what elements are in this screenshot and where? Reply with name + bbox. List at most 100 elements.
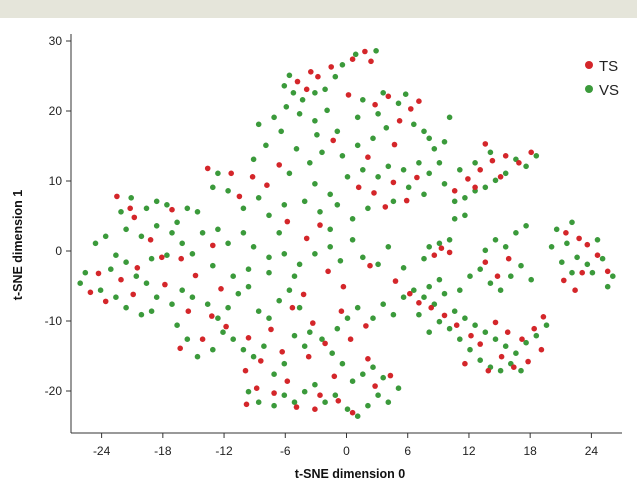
point-vs (380, 90, 387, 96)
point-vs (502, 244, 509, 250)
point-ts (408, 106, 414, 112)
point-vs (395, 100, 402, 107)
x-axis-title: t-SNE dimension 0 (295, 467, 405, 481)
point-vs (421, 255, 427, 262)
point-vs (421, 294, 427, 301)
point-vs (380, 374, 387, 381)
point-vs (92, 240, 99, 247)
point-vs (225, 304, 231, 311)
point-ts (310, 320, 316, 326)
point-vs (82, 269, 89, 276)
point-vs (604, 283, 611, 290)
point-ts (431, 252, 438, 258)
point-vs (261, 343, 267, 350)
point-ts (392, 278, 399, 284)
point-vs (411, 121, 417, 128)
point-vs (441, 139, 448, 145)
legend-vs-marker (585, 85, 593, 93)
point-vs (123, 226, 129, 233)
point-vs (138, 311, 145, 318)
point-vs (370, 135, 376, 142)
point-vs (395, 385, 402, 392)
point-ts (335, 398, 342, 404)
point-vs (559, 259, 565, 266)
point-vs (334, 128, 341, 135)
point-vs (548, 244, 555, 250)
point-ts (576, 235, 582, 242)
point-ts (276, 162, 283, 168)
point-vs (307, 160, 313, 166)
point-vs (266, 269, 272, 276)
point-vs (441, 181, 448, 187)
point-vs (365, 402, 371, 409)
point-ts (134, 265, 141, 271)
point-vs (352, 51, 359, 58)
point-vs (487, 280, 494, 287)
point-ts (584, 241, 591, 248)
point-vs (215, 226, 221, 233)
point-ts (371, 190, 377, 196)
point-ts (322, 340, 328, 347)
legend-vs-label: VS (599, 82, 619, 99)
point-ts (325, 268, 331, 275)
point-vs (431, 146, 438, 152)
point-ts (218, 286, 224, 292)
point-vs (266, 254, 272, 261)
point-ts (438, 245, 445, 251)
point-vs (255, 399, 262, 406)
point-vs (255, 308, 262, 315)
point-vs (153, 223, 160, 229)
point-ts (489, 157, 496, 164)
point-vs (189, 251, 196, 257)
y-tick-label: 0 (55, 244, 62, 258)
point-ts (477, 167, 484, 173)
point-vs (204, 301, 211, 308)
point-ts (446, 249, 453, 256)
point-vs (312, 181, 318, 187)
point-vs (375, 261, 381, 268)
point-vs (446, 114, 453, 121)
point-vs (390, 198, 397, 205)
point-vs (416, 160, 422, 166)
point-ts (210, 242, 216, 249)
point-vs (370, 315, 376, 322)
point-vs (400, 294, 407, 301)
point-vs (446, 325, 453, 332)
series-vs (77, 48, 616, 420)
point-vs (230, 273, 236, 280)
point-ts (305, 353, 312, 360)
point-vs (354, 142, 361, 149)
point-vs (281, 202, 288, 208)
point-vs (215, 315, 221, 322)
point-vs (457, 287, 463, 294)
point-vs (299, 97, 306, 103)
point-vs (451, 198, 458, 205)
point-vs (174, 219, 180, 226)
point-vs (276, 297, 283, 304)
point-ts (312, 406, 318, 413)
point-vs (324, 107, 330, 114)
point-vs (271, 114, 277, 121)
point-vs (380, 301, 387, 308)
point-ts (178, 255, 184, 262)
point-vs (513, 230, 519, 236)
point-vs (102, 233, 109, 240)
point-vs (446, 237, 453, 243)
point-ts (242, 367, 249, 374)
point-ts (365, 356, 371, 362)
point-vs (533, 332, 540, 339)
point-ts (118, 276, 124, 283)
point-ts (416, 98, 422, 104)
point-ts (428, 304, 435, 311)
point-vs (574, 254, 580, 261)
point-vs (138, 233, 145, 240)
point-vs (220, 329, 226, 336)
point-vs (184, 205, 191, 212)
y-tick-label: -10 (45, 314, 63, 328)
point-vs (487, 149, 494, 156)
point-vs (426, 135, 433, 142)
point-vs (281, 251, 288, 257)
x-tick-label: -18 (154, 444, 172, 458)
point-ts (531, 325, 537, 332)
point-ts (169, 206, 175, 213)
